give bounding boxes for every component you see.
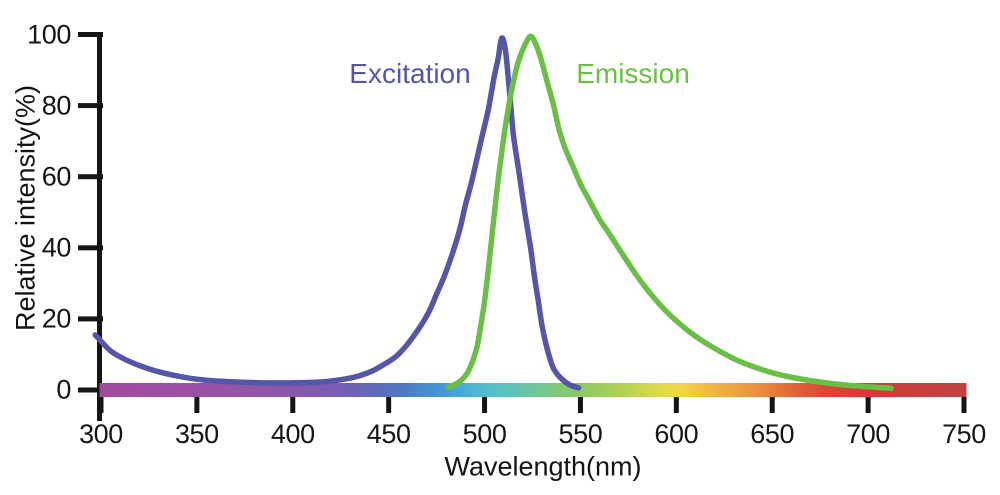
x-tick-label-700: 700 (846, 419, 891, 449)
y-tick-label-20: 20 (41, 303, 72, 334)
x-tick-label-450: 450 (366, 419, 411, 449)
x-tick-700 (865, 397, 871, 413)
excitation-label: Excitation (349, 58, 471, 89)
y-tick-100 (78, 32, 103, 37)
emission-curve (445, 33, 894, 391)
y-axis-title: Relative intensity(%) (10, 84, 41, 332)
x-tick-650 (769, 397, 775, 413)
x-tick-label-500: 500 (462, 419, 507, 449)
spectrum-color-bar (99, 383, 967, 397)
x-tick-450 (386, 397, 392, 413)
excitation-curve (92, 35, 582, 391)
x-tick-500 (482, 397, 488, 413)
y-tick-label-60: 60 (41, 161, 72, 192)
y-tick-60 (78, 174, 103, 180)
x-tick-label-550: 550 (558, 419, 603, 449)
x-tick-350 (194, 397, 200, 413)
y-tick-80 (78, 103, 103, 109)
y-tick-label-80: 80 (41, 90, 72, 121)
x-tick-label-400: 400 (270, 419, 315, 449)
x-axis-title: Wavelength(nm) (444, 451, 642, 482)
x-tick-400 (290, 397, 296, 413)
x-tick-300 (98, 397, 104, 413)
y-tick-label-0: 0 (56, 374, 71, 405)
emission-label: Emission (576, 58, 690, 89)
x-tick-label-350: 350 (174, 419, 219, 449)
y-axis-line (97, 32, 102, 421)
y-tick-label-40: 40 (41, 232, 72, 263)
x-tick-600 (673, 397, 679, 413)
x-tick-550 (577, 397, 583, 413)
y-tick-20 (78, 316, 103, 322)
x-tick-label-600: 600 (654, 419, 699, 449)
y-tick-0 (78, 387, 103, 393)
y-tick-40 (78, 245, 103, 251)
x-tick-750 (961, 397, 967, 413)
x-tick-label-750: 750 (942, 419, 986, 449)
y-tick-label-100: 100 (27, 19, 71, 49)
x-tick-label-300: 300 (79, 419, 123, 449)
x-tick-label-650: 650 (750, 419, 795, 449)
